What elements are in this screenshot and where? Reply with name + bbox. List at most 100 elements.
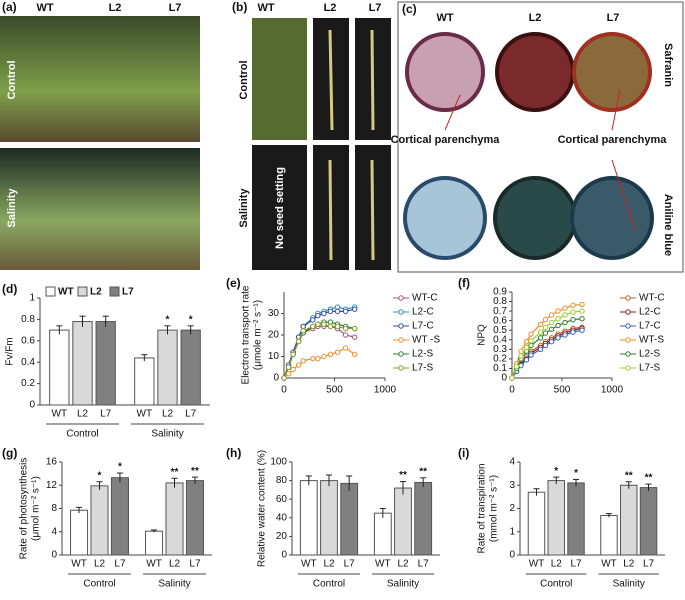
y-tick-label: 1 (509, 526, 515, 537)
legend-marker (398, 323, 404, 329)
x-group-label: Salinity (613, 579, 645, 590)
x-tick-label: 500 (326, 385, 343, 396)
legend-marker (625, 295, 631, 301)
panel-label: (i) (458, 446, 469, 460)
point (523, 344, 530, 351)
legend-marker (625, 365, 631, 371)
bar (373, 512, 392, 556)
panel-label: (c) (402, 2, 417, 16)
section (495, 32, 575, 112)
legend-label: WT-C (412, 293, 438, 304)
point (310, 355, 316, 362)
stain-label: Aniline blue (662, 194, 674, 256)
legend-marker (398, 365, 404, 371)
legend-marker (625, 337, 631, 343)
point (509, 375, 515, 381)
legend-marker (398, 337, 404, 343)
bar (70, 509, 89, 556)
legend-swatch (45, 286, 56, 297)
bar (299, 480, 318, 556)
significance: ** (645, 473, 653, 484)
y-tick-label: 0.1 (493, 363, 507, 374)
point (562, 319, 568, 326)
significance: ** (171, 467, 179, 478)
point (327, 351, 334, 358)
point (537, 346, 544, 353)
row-label: Salinity (6, 188, 18, 228)
significance: * (574, 468, 578, 479)
bar (414, 481, 433, 556)
point (334, 323, 341, 330)
x-tick-label: WT (601, 559, 617, 570)
point (570, 329, 576, 335)
y-axis-label: (μmol m⁻² s⁻¹) (31, 476, 42, 541)
legend-label: L2-C (412, 307, 434, 318)
point (327, 319, 334, 325)
point (295, 362, 302, 368)
photo (0, 16, 200, 142)
column-label: L2 (529, 12, 542, 24)
point (352, 351, 358, 358)
bar (639, 487, 658, 556)
legend-label: WT -S (412, 335, 440, 346)
column-label: WT (436, 12, 453, 24)
x-tick-label: L2 (169, 559, 181, 570)
section (572, 32, 652, 112)
y-tick-label: 2 (509, 503, 515, 514)
point (352, 334, 358, 340)
point (342, 332, 349, 338)
bar (110, 477, 129, 556)
x-tick-label: L2 (323, 559, 335, 570)
significance: * (166, 314, 170, 325)
point (342, 308, 349, 315)
significance: ** (419, 466, 427, 477)
x-tick-label: 500 (554, 385, 571, 396)
point (300, 358, 306, 364)
point (579, 316, 585, 322)
y-tick-label: 0 (509, 550, 515, 561)
y-axis-label: NPQ (477, 324, 488, 346)
row-label: Control (6, 60, 18, 99)
bar (95, 321, 116, 406)
y-tick-label: 0.3 (493, 344, 507, 355)
bar (90, 485, 109, 556)
y-tick-label: 80 (276, 475, 288, 486)
legend-label: L2-S (639, 349, 660, 360)
significance: ** (191, 466, 199, 477)
x-tick-label: WT (375, 559, 391, 570)
panel-label: (d) (2, 282, 17, 296)
bar (527, 491, 546, 556)
x-group-label: Salinity (387, 579, 419, 590)
legend-marker (625, 323, 631, 329)
y-axis-label: (mmol m⁻² s⁻¹) (489, 475, 500, 542)
point (528, 352, 534, 358)
y-tick-label: 0.8 (493, 296, 507, 307)
point (315, 312, 321, 319)
x-tick-label: 0 (281, 385, 287, 396)
point (295, 338, 302, 345)
panel-label: (h) (226, 446, 241, 460)
x-group-label: Control (540, 579, 572, 590)
column-label: WT (36, 2, 53, 14)
point (570, 317, 576, 323)
y-tick-label: 4 (509, 457, 515, 468)
y-tick-label: 40 (276, 512, 288, 523)
bar (145, 530, 164, 556)
point (513, 363, 520, 370)
panel-label: (b) (232, 0, 247, 14)
photo (252, 145, 307, 270)
point (523, 357, 530, 363)
x-tick-label: WT (529, 559, 545, 570)
point (334, 304, 341, 310)
point (528, 331, 534, 337)
section (570, 176, 654, 260)
x-tick-label: WT (137, 409, 153, 420)
y-tick-label: 0 (273, 373, 279, 384)
point (562, 305, 568, 311)
legend-label: L7-C (412, 321, 434, 332)
pointer (611, 89, 621, 131)
point (518, 362, 524, 369)
pointer (611, 159, 636, 231)
point (542, 342, 549, 349)
x-group-label: Control (313, 579, 345, 590)
